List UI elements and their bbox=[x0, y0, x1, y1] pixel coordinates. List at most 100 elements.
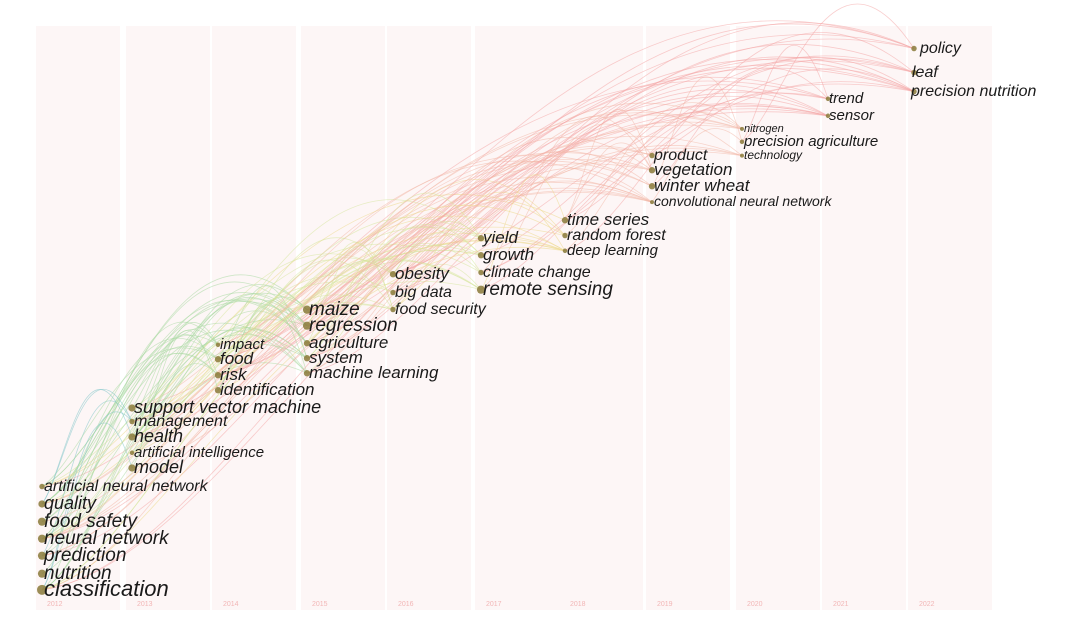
keyword-label: food security bbox=[395, 301, 487, 318]
link-curve bbox=[480, 116, 653, 273]
keyword-node bbox=[128, 433, 136, 441]
keyword-label: quality bbox=[44, 493, 97, 513]
keyword-node bbox=[302, 321, 312, 330]
keyword-node bbox=[215, 342, 221, 348]
keyword-label: nitrogen bbox=[744, 123, 784, 135]
link-curve bbox=[217, 237, 566, 391]
keyword-node bbox=[37, 584, 47, 595]
link-curve bbox=[306, 147, 653, 359]
keyword-label: health bbox=[134, 426, 183, 446]
year-label: 2017 bbox=[486, 601, 502, 608]
keyword-node bbox=[38, 500, 46, 508]
keyword-label: classification bbox=[44, 576, 169, 601]
keyword-label: precision agriculture bbox=[743, 133, 878, 150]
link-curve bbox=[41, 329, 308, 505]
link-curve bbox=[131, 329, 308, 438]
link-curve bbox=[41, 187, 653, 557]
keyword-node bbox=[911, 88, 917, 95]
link-curve bbox=[41, 247, 566, 591]
link-curve bbox=[306, 224, 482, 344]
link-curve bbox=[41, 388, 133, 505]
link-curve bbox=[217, 176, 653, 346]
keyword-label: yield bbox=[482, 228, 519, 247]
link-curve bbox=[41, 114, 743, 523]
keyword-nodes bbox=[37, 45, 917, 595]
link-curve bbox=[217, 104, 829, 360]
keyword-node bbox=[39, 483, 45, 490]
keyword-label: system bbox=[309, 348, 363, 367]
keyword-label: identification bbox=[220, 380, 315, 399]
keyword-label: nutrition bbox=[44, 563, 112, 584]
year-lane-2022 bbox=[908, 26, 992, 610]
keyword-label: precision nutrition bbox=[910, 83, 1037, 100]
keyword-label: technology bbox=[744, 148, 803, 162]
link-curve bbox=[131, 205, 566, 454]
link-curve bbox=[41, 353, 219, 575]
keyword-label: policy bbox=[919, 40, 962, 57]
link-curve bbox=[131, 151, 743, 469]
keyword-node bbox=[302, 305, 312, 314]
keyword-label: growth bbox=[483, 245, 534, 264]
link-curve bbox=[306, 95, 829, 359]
keyword-node bbox=[650, 200, 654, 205]
keyword-node bbox=[478, 269, 484, 276]
keyword-label: agriculture bbox=[309, 333, 388, 352]
keyword-labels: classificationnutritionpredictionneural … bbox=[43, 40, 1037, 601]
link-curve bbox=[41, 292, 308, 523]
link-curve bbox=[306, 199, 566, 359]
link-curve bbox=[41, 299, 308, 540]
keyword-label: management bbox=[134, 413, 228, 430]
link-curve bbox=[41, 301, 308, 487]
link-curve bbox=[306, 56, 915, 374]
keyword-node bbox=[303, 340, 311, 347]
year-label: 2019 bbox=[657, 601, 673, 608]
keyword-node bbox=[390, 289, 396, 296]
keyword-label: big data bbox=[395, 284, 452, 301]
keyword-node bbox=[561, 217, 569, 224]
link-curve bbox=[741, 45, 829, 143]
link-curve bbox=[41, 243, 482, 505]
keyword-node bbox=[37, 551, 47, 560]
link-curve bbox=[131, 158, 653, 422]
link-curve bbox=[480, 55, 915, 256]
keyword-node bbox=[129, 418, 135, 425]
link-curve bbox=[217, 20, 915, 360]
link-curve bbox=[392, 84, 829, 293]
link-curve bbox=[217, 285, 308, 360]
link-curve bbox=[217, 216, 482, 346]
link-curve bbox=[217, 259, 394, 376]
year-lane-2016 bbox=[387, 26, 471, 610]
keyword-node bbox=[477, 252, 485, 259]
keyword-node bbox=[648, 167, 656, 174]
year-lane-2018 bbox=[559, 26, 643, 610]
link-curve bbox=[41, 347, 219, 487]
keyword-label: leaf bbox=[912, 64, 939, 81]
link-curve bbox=[651, 128, 743, 203]
link-curve bbox=[217, 76, 829, 376]
link-curve bbox=[564, 56, 915, 221]
link-curve bbox=[306, 180, 653, 327]
keyword-label: food bbox=[220, 349, 254, 368]
keyword-label: winter wheat bbox=[654, 176, 751, 195]
keyword-label: maize bbox=[309, 299, 360, 320]
link-curve bbox=[41, 411, 133, 591]
link-curve bbox=[306, 259, 394, 326]
keyword-node bbox=[389, 271, 397, 278]
link-curve bbox=[41, 34, 915, 591]
keyword-label: vegetation bbox=[654, 160, 732, 179]
link-curve bbox=[131, 108, 829, 438]
year-label: 2013 bbox=[137, 601, 153, 608]
link-curve bbox=[217, 244, 482, 376]
link-curve bbox=[392, 109, 743, 275]
keyword-node bbox=[37, 517, 47, 526]
keyword-node bbox=[825, 113, 831, 119]
keyword-node bbox=[911, 69, 917, 76]
keyword-node bbox=[129, 450, 135, 456]
year-label: 2015 bbox=[312, 601, 328, 608]
keyword-label: regression bbox=[309, 315, 398, 336]
link-curve bbox=[41, 338, 219, 523]
link-curve bbox=[217, 57, 915, 376]
keyword-label: trend bbox=[829, 90, 864, 107]
link-curve bbox=[480, 58, 915, 273]
keyword-label: impact bbox=[220, 336, 265, 353]
